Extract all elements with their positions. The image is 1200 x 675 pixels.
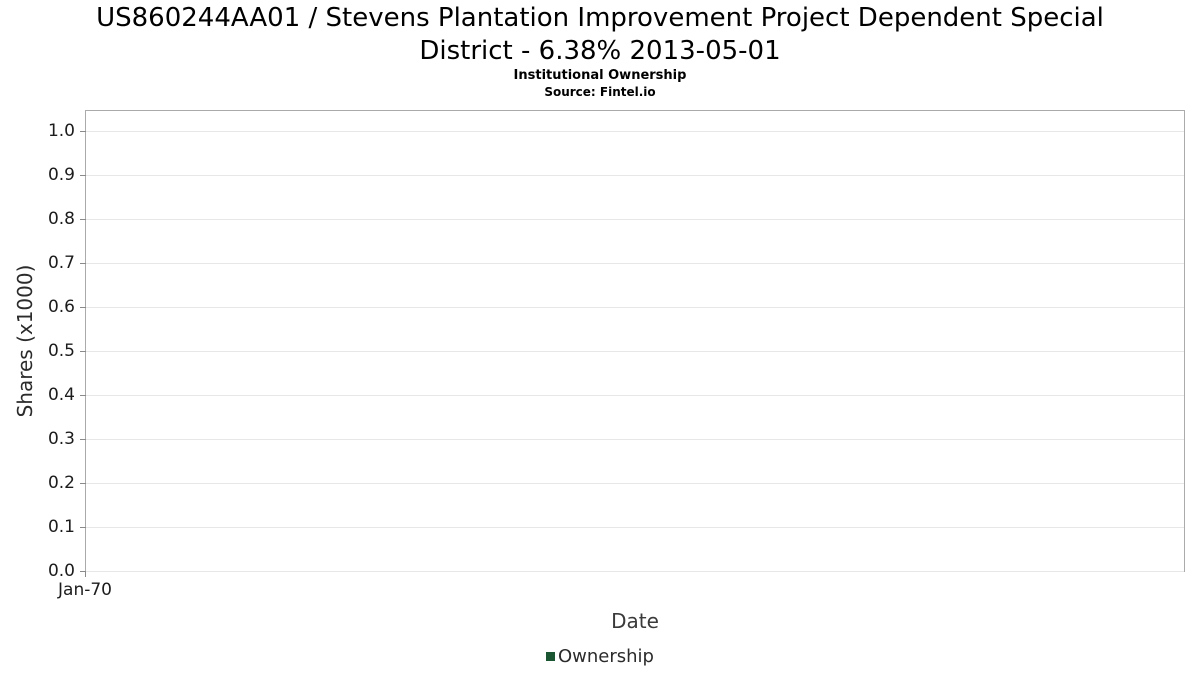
ownership-legend-label[interactable]: Ownership — [558, 646, 654, 667]
plot-area: 1.0 0.9 0.8 0.7 0.6 — [48, 110, 1185, 581]
x-tick-mark — [85, 572, 86, 577]
y-tick-label: 0.3 — [47, 429, 75, 449]
y-tick-label: 0.0 — [47, 561, 75, 581]
y-tick-mark — [80, 439, 86, 440]
y-tick-mark — [80, 219, 86, 220]
legend: Ownership — [0, 646, 1200, 667]
y-tick-label: 0.1 — [47, 517, 75, 537]
y-tick-mark — [80, 131, 86, 132]
y-tick-mark — [80, 175, 86, 176]
chart-title: US860244AA01 / Stevens Plantation Improv… — [96, 3, 1104, 66]
y-tick-mark — [80, 351, 86, 352]
y-tick-label: 1.0 — [47, 121, 75, 141]
chart-subtitle: Institutional Ownership — [513, 68, 687, 83]
gridline — [86, 263, 1184, 264]
gridline — [86, 527, 1184, 528]
gridline — [86, 483, 1184, 484]
y-tick-mark — [80, 527, 86, 528]
y-tick-mark — [80, 483, 86, 484]
gridline — [86, 131, 1184, 132]
x-tick-label: Jan-70 — [58, 580, 112, 600]
gridline — [86, 175, 1184, 176]
gridline — [86, 351, 1184, 352]
y-tick-label: 0.2 — [47, 473, 75, 493]
gridline — [86, 439, 1184, 440]
chart-source-credit: Source: Fintel.io — [544, 85, 656, 99]
ownership-series-swatch[interactable] — [546, 652, 555, 661]
y-axis-label: Shares (x1000) — [13, 264, 37, 418]
y-tick-mark — [80, 307, 86, 308]
y-tick-mark — [80, 571, 86, 572]
gridline — [86, 571, 1184, 572]
y-tick-mark — [80, 395, 86, 396]
x-axis-label: Date — [611, 609, 659, 633]
gridline — [86, 219, 1184, 220]
y-tick-label: 0.9 — [47, 165, 75, 185]
y-tick-label: 0.8 — [47, 209, 75, 229]
gridline — [86, 307, 1184, 308]
gridline — [86, 395, 1184, 396]
y-tick-label: 0.4 — [47, 385, 75, 405]
y-tick-label: 0.5 — [47, 341, 75, 361]
y-tick-label: 0.7 — [47, 253, 75, 273]
y-tick-mark — [80, 263, 86, 264]
y-tick-label: 0.6 — [47, 297, 75, 317]
gridlines: 1.0 0.9 0.8 0.7 0.6 — [48, 121, 1184, 581]
